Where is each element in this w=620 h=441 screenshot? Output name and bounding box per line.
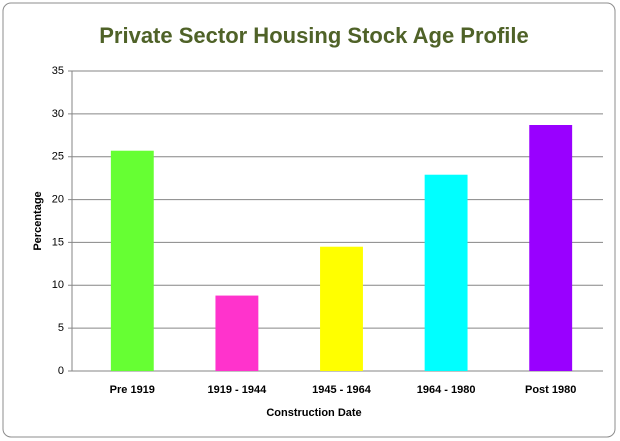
bar <box>110 150 154 371</box>
x-tick-label: Pre 1919 <box>110 384 155 396</box>
bar <box>424 174 468 371</box>
y-tick-label: 0 <box>58 365 64 377</box>
y-tick-label: 15 <box>52 236 64 248</box>
x-tick-label: 1964 - 1980 <box>417 384 476 396</box>
y-tick-label: 5 <box>58 322 64 334</box>
bar <box>320 246 363 371</box>
chart-title: Private Sector Housing Stock Age Profile <box>99 23 529 48</box>
y-axis-title: Percentage <box>32 191 44 250</box>
y-tick-label: 25 <box>52 151 64 163</box>
y-tick-label: 30 <box>52 108 64 120</box>
y-tick-label: 35 <box>52 65 64 77</box>
x-tick-label: Post 1980 <box>525 384 576 396</box>
x-tick-label: 1919 - 1944 <box>208 384 268 396</box>
x-axis-title: Construction Date <box>266 407 361 419</box>
bar <box>215 295 259 371</box>
bar <box>529 125 573 371</box>
y-tick-label: 10 <box>52 279 64 291</box>
chart-border <box>2 2 616 438</box>
x-tick-label: 1945 - 1964 <box>312 384 372 396</box>
y-tick-label: 20 <box>52 193 64 205</box>
